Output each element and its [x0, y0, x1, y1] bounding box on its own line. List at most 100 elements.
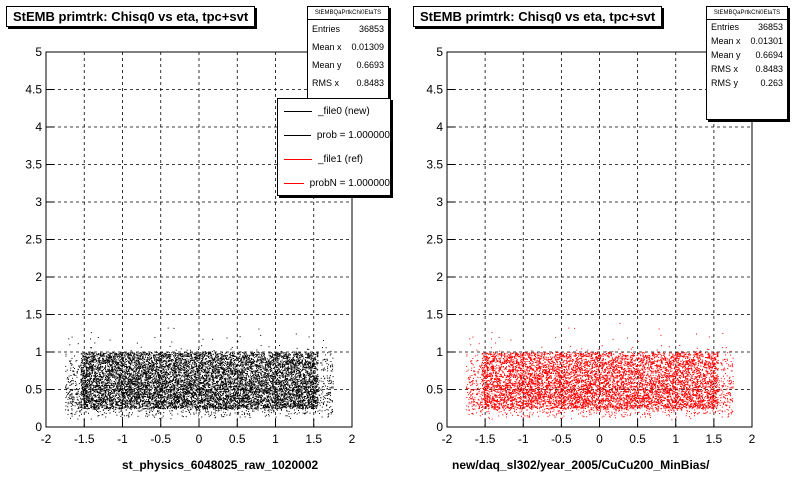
scatter-point [258, 372, 259, 374]
scatter-point [91, 381, 93, 383]
scatter-point [200, 393, 202, 395]
scatter-point [246, 407, 248, 409]
scatter-point [274, 362, 275, 364]
scatter-point [215, 395, 217, 397]
scatter-point [214, 383, 216, 385]
scatter-point [200, 362, 201, 364]
scatter-point [83, 380, 85, 381]
scatter-point [86, 360, 88, 362]
scatter-point [201, 387, 203, 388]
scatter-point [238, 380, 240, 382]
scatter-point [193, 380, 195, 382]
scatter-point [156, 358, 157, 360]
scatter-point [182, 358, 183, 359]
scatter-point [184, 358, 186, 360]
scatter-point [118, 385, 120, 387]
scatter-point [102, 353, 104, 355]
scatter-point [265, 366, 266, 368]
scatter-point [284, 397, 286, 399]
scatter-point [300, 362, 302, 364]
scatter-point [312, 376, 314, 378]
scatter-point [88, 364, 90, 366]
scatter-point [88, 388, 90, 390]
scatter-point [209, 362, 211, 364]
scatter-point [125, 377, 127, 379]
scatter-point [284, 399, 286, 400]
scatter-point [251, 355, 253, 357]
scatter-point [164, 384, 166, 386]
scatter-point [191, 375, 193, 376]
scatter-point [130, 362, 132, 364]
scatter-point [83, 400, 85, 402]
scatter-point [157, 374, 159, 376]
scatter-point [236, 379, 238, 381]
scatter-point [95, 389, 97, 391]
scatter-point [287, 355, 289, 357]
scatter-point [293, 366, 295, 368]
scatter-point [81, 404, 83, 406]
scatter-point [206, 368, 208, 369]
scatter-point [223, 356, 225, 358]
scatter-point [226, 357, 228, 359]
scatter-point [130, 385, 132, 387]
scatter-point [180, 402, 182, 404]
scatter-point [205, 408, 207, 409]
scatter-point [123, 360, 125, 362]
scatter-point [266, 406, 268, 408]
scatter-point [298, 373, 300, 375]
scatter-point [165, 405, 167, 407]
scatter-point [175, 375, 177, 376]
scatter-point [160, 360, 162, 362]
scatter-point [173, 400, 175, 402]
scatter-point [251, 381, 253, 383]
scatter-point [269, 369, 271, 371]
scatter-point [254, 408, 256, 409]
scatter-point [292, 357, 294, 359]
scatter-point [199, 392, 201, 394]
scatter-point [310, 368, 312, 370]
scatter-point [175, 376, 177, 378]
scatter-point [164, 378, 166, 380]
scatter-point [120, 394, 122, 396]
scatter-point [182, 359, 184, 361]
scatter-point [162, 368, 164, 370]
scatter-point [235, 407, 237, 409]
scatter-point [116, 364, 117, 365]
scatter-point [236, 363, 238, 365]
scatter-point [171, 386, 173, 388]
scatter-point [105, 370, 107, 372]
scatter-point [169, 399, 171, 401]
scatter-point [114, 356, 116, 358]
scatter-point [159, 406, 161, 408]
scatter-point [299, 395, 301, 397]
scatter-point [285, 405, 287, 407]
scatter-point [107, 361, 109, 363]
scatter-point [215, 373, 216, 375]
scatter-point [80, 392, 82, 394]
scatter-point [273, 364, 275, 366]
scatter-point [240, 391, 241, 393]
scatter-point [146, 361, 148, 362]
scatter-point [245, 369, 247, 371]
scatter-point [191, 386, 193, 388]
y-tick-label: 5 [35, 45, 42, 59]
scatter-point [81, 378, 83, 379]
scatter-point [166, 364, 167, 366]
scatter-point [116, 402, 117, 404]
scatter-point [278, 383, 280, 385]
scatter-point [85, 373, 87, 375]
scatter-point [91, 352, 92, 354]
scatter-point [217, 404, 219, 405]
scatter-point [209, 352, 211, 354]
scatter-point [142, 368, 144, 370]
scatter-point [140, 400, 141, 402]
scatter-point [152, 373, 153, 375]
scatter-point [233, 358, 234, 359]
scatter-point [157, 406, 159, 408]
scatter-point [159, 388, 161, 389]
scatter-point [147, 357, 149, 359]
scatter-point [223, 384, 225, 386]
scatter-point [224, 352, 226, 354]
scatter-point [260, 395, 262, 397]
